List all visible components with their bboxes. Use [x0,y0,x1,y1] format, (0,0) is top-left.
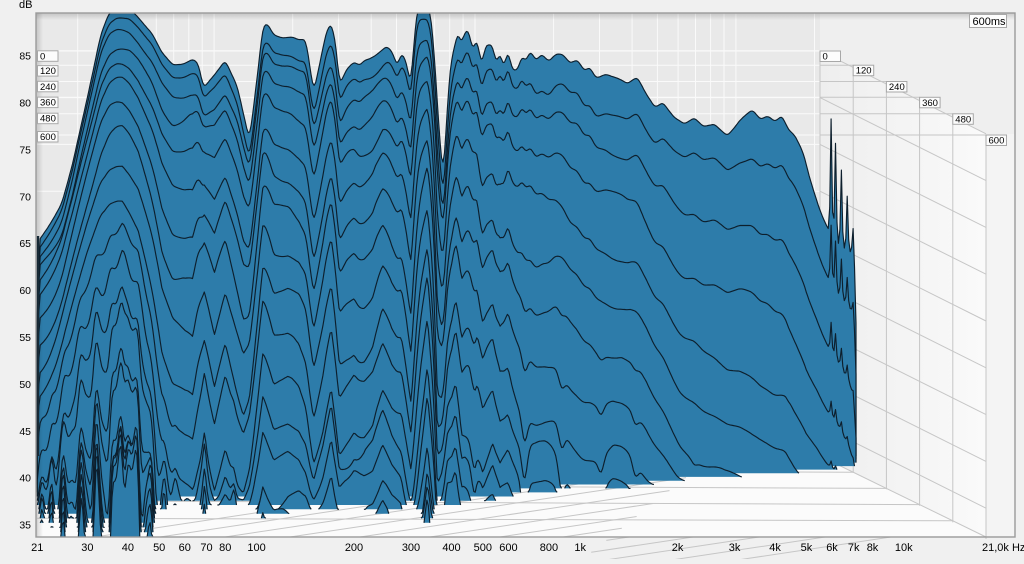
svg-text:600: 600 [40,132,56,143]
svg-text:35: 35 [19,520,31,532]
svg-text:45: 45 [19,426,31,438]
svg-text:0: 0 [823,52,828,63]
svg-text:4k: 4k [769,542,781,554]
svg-text:85: 85 [19,51,31,63]
svg-text:60: 60 [179,542,191,554]
svg-text:240: 240 [40,82,56,93]
svg-text:500: 500 [474,542,492,554]
svg-text:55: 55 [19,332,31,344]
svg-text:50: 50 [19,379,31,391]
svg-text:10k: 10k [895,542,913,554]
svg-text:240: 240 [889,82,905,93]
svg-text:65: 65 [19,238,31,250]
svg-text:300: 300 [402,542,420,554]
svg-text:100: 100 [247,542,265,554]
svg-text:360: 360 [922,98,938,109]
svg-text:120: 120 [40,66,56,77]
svg-text:40: 40 [122,542,134,554]
svg-text:400: 400 [442,542,460,554]
svg-text:200: 200 [345,542,363,554]
svg-text:600: 600 [989,136,1005,147]
svg-text:3k: 3k [729,542,741,554]
svg-text:50: 50 [153,542,165,554]
svg-text:360: 360 [40,98,56,109]
svg-text:800: 800 [540,542,558,554]
svg-text:0: 0 [40,51,45,62]
svg-text:80: 80 [219,542,231,554]
svg-text:8k: 8k [867,542,879,554]
svg-text:70: 70 [200,542,212,554]
svg-text:60: 60 [19,285,31,297]
svg-text:70: 70 [19,191,31,203]
svg-text:dB: dB [19,0,32,11]
svg-text:600: 600 [499,542,517,554]
svg-text:480: 480 [40,114,56,125]
svg-text:30: 30 [81,542,93,554]
svg-text:2k: 2k [672,542,684,554]
svg-text:6k: 6k [826,542,838,554]
svg-text:80: 80 [19,98,31,110]
svg-text:21: 21 [31,542,43,554]
svg-text:5k: 5k [801,542,813,554]
svg-text:480: 480 [955,114,971,125]
svg-text:7k: 7k [848,542,860,554]
svg-text:600ms: 600ms [973,16,1007,28]
svg-text:1k: 1k [574,542,586,554]
svg-text:21,0k Hz: 21,0k Hz [982,542,1024,554]
svg-text:120: 120 [856,66,872,77]
svg-text:40: 40 [19,473,31,485]
svg-text:75: 75 [19,144,31,156]
